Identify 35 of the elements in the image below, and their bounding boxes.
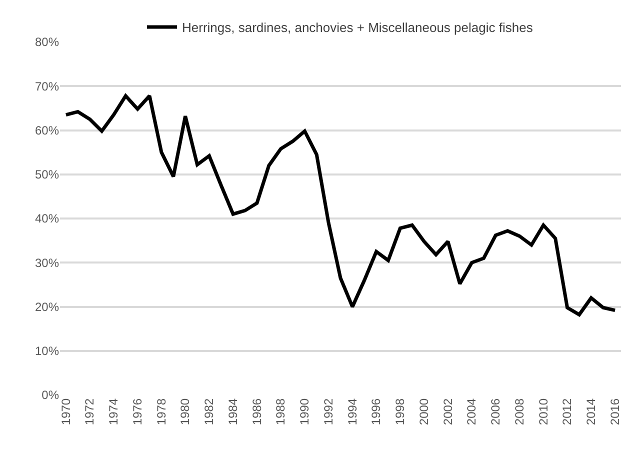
y-tick-label: 0% [42,388,60,402]
x-tick-label: 1990 [298,398,312,426]
x-tick-label: 2008 [512,398,526,426]
x-tick-label: 1986 [250,398,264,426]
y-tick-label: 10% [34,344,60,358]
x-tick-label: 1972 [82,398,97,426]
x-tick-label: 1974 [106,398,121,426]
x-tick-label: 1998 [393,398,408,426]
x-tick-label: 2012 [560,398,574,426]
x-tick-label: 2016 [608,398,622,426]
y-tick-label: 60% [34,123,60,138]
y-tick-label: 80% [34,35,60,50]
x-tick-label: 2004 [464,398,479,426]
y-tick-label: 30% [34,256,60,270]
x-tick-label: 1980 [178,398,192,426]
x-tick-label: 1996 [369,398,384,426]
y-tick-label: 20% [34,300,60,314]
x-tick-label: 2006 [488,398,503,426]
x-tick-label: 1992 [321,398,336,426]
y-tick-label: 50% [34,168,60,182]
x-tick-label: 1994 [345,398,360,426]
y-tick-label: 70% [34,79,60,94]
x-tick-label: 1976 [130,398,144,426]
line-series [64,94,617,316]
legend-label: Herrings, sardines, anchovies + Miscellaneous pelagic fishes [182,20,534,36]
y-tick-label: 40% [34,212,60,226]
x-tick-label: 2010 [536,398,550,426]
x-tick-label: 2014 [584,398,598,426]
x-tick-label: 1970 [58,398,73,426]
x-tick-label: 1978 [154,398,168,426]
x-tick-label: 2000 [416,398,431,426]
x-tick-label: 1982 [202,398,216,426]
x-tick-label: 1984 [226,398,240,426]
x-tick-label: 2002 [440,398,455,426]
x-tick-label: 1988 [274,398,288,426]
